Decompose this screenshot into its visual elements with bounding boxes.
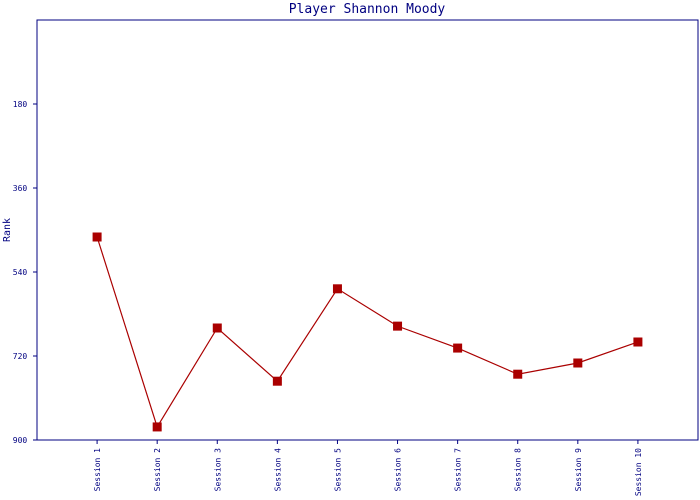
y-tick-label: 360 bbox=[13, 184, 28, 193]
y-tick-label: 720 bbox=[13, 352, 28, 361]
point bbox=[453, 343, 463, 353]
x-tick-label: Session 10 bbox=[634, 448, 643, 496]
point bbox=[573, 358, 583, 368]
point bbox=[92, 232, 102, 242]
y-axis-label: Rank bbox=[2, 218, 13, 242]
point bbox=[272, 376, 282, 386]
point bbox=[332, 284, 342, 294]
chart-title: Player Shannon Moody bbox=[289, 2, 446, 17]
x-tick-label: Session 5 bbox=[333, 448, 342, 492]
y-tick-label: 540 bbox=[13, 268, 28, 277]
x-tick-label: Session 3 bbox=[213, 448, 222, 492]
y-tick-label: 900 bbox=[13, 436, 28, 445]
point bbox=[633, 337, 643, 347]
x-tick-label: Session 9 bbox=[574, 448, 583, 492]
x-tick-label: Session 4 bbox=[273, 448, 282, 492]
point bbox=[513, 369, 523, 379]
y-tick-label: 180 bbox=[13, 100, 28, 109]
line bbox=[96, 236, 639, 429]
plot-frame bbox=[36, 19, 699, 441]
point bbox=[212, 323, 222, 333]
x-tick-label: Session 6 bbox=[394, 448, 403, 492]
x-tick-label: Session 8 bbox=[514, 448, 523, 492]
x-tick-label: Session 7 bbox=[454, 448, 463, 492]
point bbox=[152, 422, 162, 432]
x-tick-label: Session 2 bbox=[153, 448, 162, 492]
point bbox=[393, 321, 403, 331]
x-tick-label: Session 1 bbox=[93, 448, 102, 492]
